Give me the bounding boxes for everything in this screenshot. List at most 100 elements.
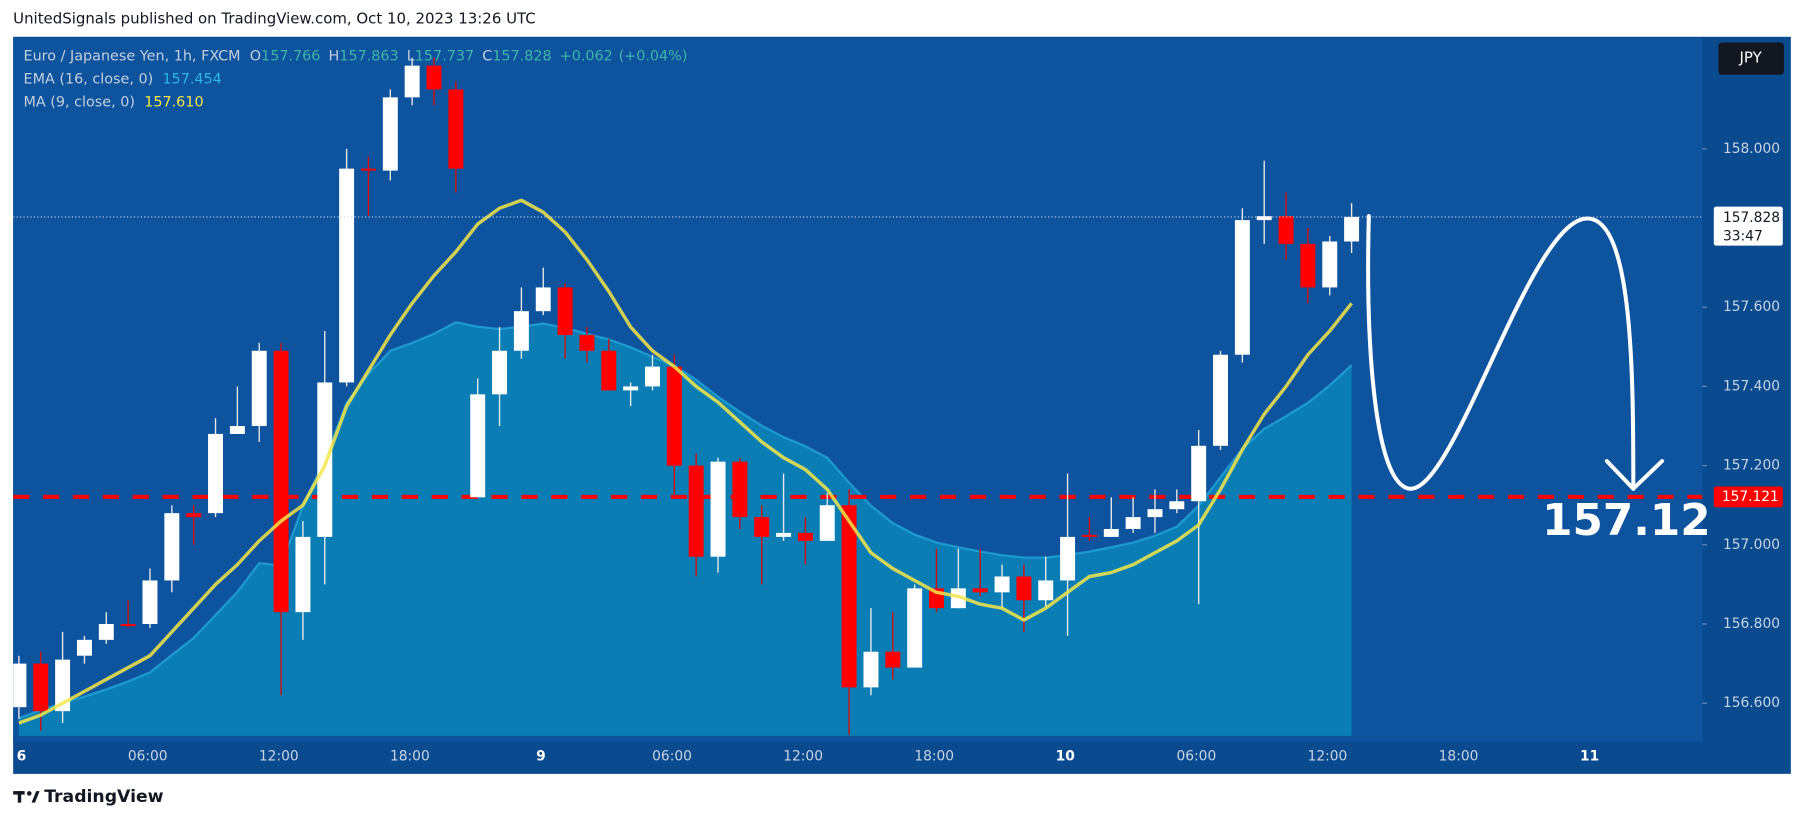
candle-body (339, 168, 355, 383)
legend-item: EMA (16, close, 0) (24, 71, 154, 87)
legend-item: O (250, 48, 261, 64)
x-tick-label: 10 (1056, 749, 1075, 765)
candle-body (819, 505, 835, 541)
countdown: 33:47 (1723, 228, 1763, 244)
x-tick-label: 18:00 (390, 749, 430, 765)
candle-body (1125, 517, 1141, 529)
ma-line (18, 198, 1353, 725)
candle-body (994, 576, 1010, 593)
candle-body (142, 580, 158, 625)
candle-body (776, 532, 792, 537)
candle-body (186, 513, 202, 518)
candle-body (1191, 445, 1207, 502)
header: UnitedSignals published on TradingView.c… (13, 10, 536, 28)
x-tick-label: 9 (536, 749, 546, 765)
candle-body (251, 350, 267, 427)
candle-body (666, 366, 682, 466)
level-tag (1713, 486, 1783, 508)
y-tick-label: 156.800 (1723, 616, 1780, 632)
candle-body (885, 651, 901, 668)
candle-body (120, 624, 136, 626)
legend-item: 157.766 (261, 48, 320, 64)
candle-body (382, 97, 398, 171)
legend-item: C (482, 48, 492, 64)
legend-item: H (329, 48, 340, 64)
candle-body (426, 65, 442, 90)
y-tick-label: 157.400 (1723, 378, 1780, 394)
candle-body (470, 394, 486, 498)
level-label: 157.121 (1722, 489, 1779, 505)
x-tick-label: 12:00 (783, 749, 823, 765)
candle-body (317, 382, 333, 537)
candle-body (863, 651, 879, 688)
ema-area (18, 322, 1352, 736)
candle-body (841, 505, 857, 688)
candle-body (1016, 576, 1032, 601)
candle-body (295, 536, 311, 613)
legend-item: 157.610 (144, 94, 203, 110)
candle-body (601, 350, 617, 391)
legend-series: EMA (16, close, 0) 157.454 (24, 71, 222, 87)
candle-body (732, 461, 748, 518)
candle-body (1300, 243, 1316, 288)
currency-button[interactable] (1718, 42, 1784, 75)
candle-body (1038, 580, 1054, 601)
y-tick-label: 158.000 (1723, 141, 1780, 157)
legend-item: MA (9, close, 0) (24, 94, 136, 110)
candle-body (1169, 501, 1185, 510)
x-tick-label: 06:00 (652, 749, 692, 765)
candle-body (950, 588, 966, 609)
y-tick-label: 157.200 (1723, 458, 1780, 474)
candle-body (98, 624, 114, 640)
legend-item: 157.863 (339, 48, 398, 64)
x-tick-label: 18:00 (1439, 749, 1479, 765)
y-tick-label: 156.600 (1723, 695, 1780, 711)
y-tick-label: 157.000 (1723, 537, 1780, 553)
legend-series: MA (9, close, 0) 157.610 (24, 94, 204, 110)
x-tick-label: 11 (1580, 749, 1599, 765)
candle-body (1322, 241, 1338, 288)
candle-body (1060, 536, 1076, 581)
legend-item: 157.737 (415, 48, 474, 64)
candle-body (1081, 534, 1097, 537)
legend-item: 157.828 (492, 48, 551, 64)
currency-label[interactable]: JPY (1738, 49, 1762, 67)
candle-body (208, 433, 224, 514)
legend-item: L (407, 48, 415, 64)
projection-curve (1366, 214, 1636, 491)
candle-body (33, 663, 49, 712)
candle-body (513, 311, 529, 351)
candle-body (1278, 216, 1294, 244)
ema-line (18, 321, 1353, 720)
candle-body (645, 366, 660, 387)
legend-item: 157.454 (162, 71, 221, 87)
candle-body (360, 168, 376, 171)
legend-item: Euro / Japanese Yen, 1h, FXCM (24, 48, 241, 64)
candle-body (972, 588, 988, 593)
x-tick-label: 18:00 (914, 749, 954, 765)
projection-arrowhead (1604, 459, 1665, 491)
candle-body (688, 465, 704, 557)
candle-body (754, 517, 770, 537)
candle-body (535, 287, 551, 312)
candle-body (164, 513, 180, 581)
candle-body (579, 334, 595, 351)
candle-body (797, 532, 813, 541)
candle-body (1213, 354, 1228, 446)
candle-body (229, 426, 245, 434)
candle-body (710, 461, 726, 557)
candle-body (13, 663, 27, 708)
x-tick-label: 12:00 (259, 749, 299, 765)
plot (13, 57, 1703, 736)
candle-body (557, 287, 573, 335)
candle-body (448, 89, 464, 169)
candle-body (76, 639, 92, 656)
last-price-tag (1713, 206, 1783, 246)
footer: TradingView (44, 787, 163, 807)
candle-body (1344, 216, 1360, 242)
candle-body (623, 386, 639, 391)
candle-body (1103, 528, 1119, 537)
last-price-label: 157.828 (1723, 210, 1780, 226)
candle-body (492, 350, 508, 395)
